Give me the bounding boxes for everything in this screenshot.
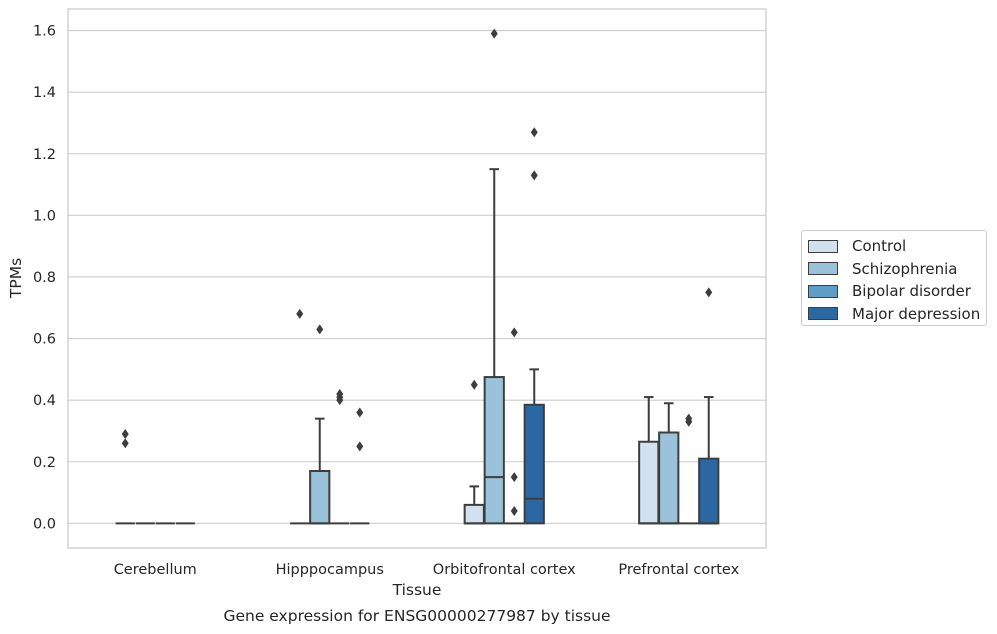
outlier-point-schizophrenia	[316, 324, 324, 335]
outlier-point-control	[121, 429, 129, 440]
x-axis-label: Tissue	[392, 581, 442, 599]
x-tick-label-hipppocampus: Hipppocampus	[276, 562, 384, 578]
boxes	[115, 28, 720, 525]
outlier-point-major-depression	[705, 287, 713, 298]
outlier-point-bipolar-disorder	[510, 506, 518, 517]
y-tick-label: 1.0	[33, 208, 56, 224]
y-tick-label: 1.4	[33, 85, 56, 101]
box-control	[638, 440, 660, 525]
outlier-point-schizophrenia	[490, 28, 498, 39]
x-axis-ticks: Cerebellum Hipppocampus Orbitofrontal cort…	[114, 562, 740, 578]
legend-label-bipolar-disorder: Bipolar disorder	[852, 282, 971, 301]
legend-item-bipolar-disorder: Bipolar disorder	[808, 280, 986, 303]
x-tick-label-orbitofrontal-cortex: Orbitofrontal cortex	[433, 562, 576, 578]
y-axis-ticks: 0.0 0.2 0.4 0.6 0.8 1.0 1.2 1.4 1.6	[33, 24, 56, 533]
x-tick-label-prefrontal-cortex: Prefrontal cortex	[618, 562, 739, 578]
box-schizophrenia	[309, 470, 331, 525]
y-axis-label: TPMs	[7, 258, 25, 299]
outlier-point-control	[470, 379, 478, 390]
y-tick-label: 0.4	[33, 393, 56, 409]
legend-item-control: Control	[808, 235, 986, 258]
plot-area-frame	[67, 8, 767, 549]
chart-caption: Gene expression for ENSG00000277987 by t…	[223, 607, 611, 625]
legend-swatch-control	[808, 239, 838, 253]
gridlines	[68, 30, 766, 524]
outlier-point-bipolar-disorder	[510, 472, 518, 483]
legend-label-control: Control	[852, 237, 907, 256]
y-tick-label: 0.8	[33, 270, 56, 286]
legend-item-major-depression: Major depression	[808, 303, 986, 326]
outlier-point-bipolar-disorder	[336, 395, 344, 406]
y-tick-label: 0.0	[33, 516, 56, 532]
legend: Control Schizophrenia Bipolar disorder M…	[801, 230, 987, 326]
y-tick-label: 0.2	[33, 455, 56, 471]
y-tick-label: 1.6	[33, 24, 56, 40]
y-tick-label: 1.2	[33, 147, 56, 163]
outlier-point-major-depression	[356, 407, 364, 418]
outlier-point-bipolar-disorder	[685, 416, 693, 427]
outlier-point-control	[121, 438, 129, 449]
box-control	[463, 503, 485, 525]
legend-label-major-depression: Major depression	[852, 304, 981, 323]
outlier-point-control	[296, 308, 304, 319]
box-major-depression	[523, 403, 545, 525]
outlier-point-major-depression	[356, 441, 364, 452]
legend-swatch-major-depression	[808, 307, 838, 321]
outlier-point-bipolar-disorder	[510, 327, 518, 338]
box-schizophrenia	[658, 431, 680, 525]
outlier-point-major-depression	[530, 127, 538, 138]
legend-swatch-schizophrenia	[808, 262, 838, 276]
y-tick-label: 0.6	[33, 332, 56, 348]
box-schizophrenia	[483, 376, 505, 525]
box-major-depression	[698, 457, 720, 525]
legend-item-schizophrenia: Schizophrenia	[808, 258, 986, 281]
outlier-point-major-depression	[530, 170, 538, 181]
x-tick-label-cerebellum: Cerebellum	[114, 562, 197, 578]
legend-label-schizophrenia: Schizophrenia	[852, 259, 958, 278]
legend-swatch-bipolar-disorder	[808, 284, 838, 298]
